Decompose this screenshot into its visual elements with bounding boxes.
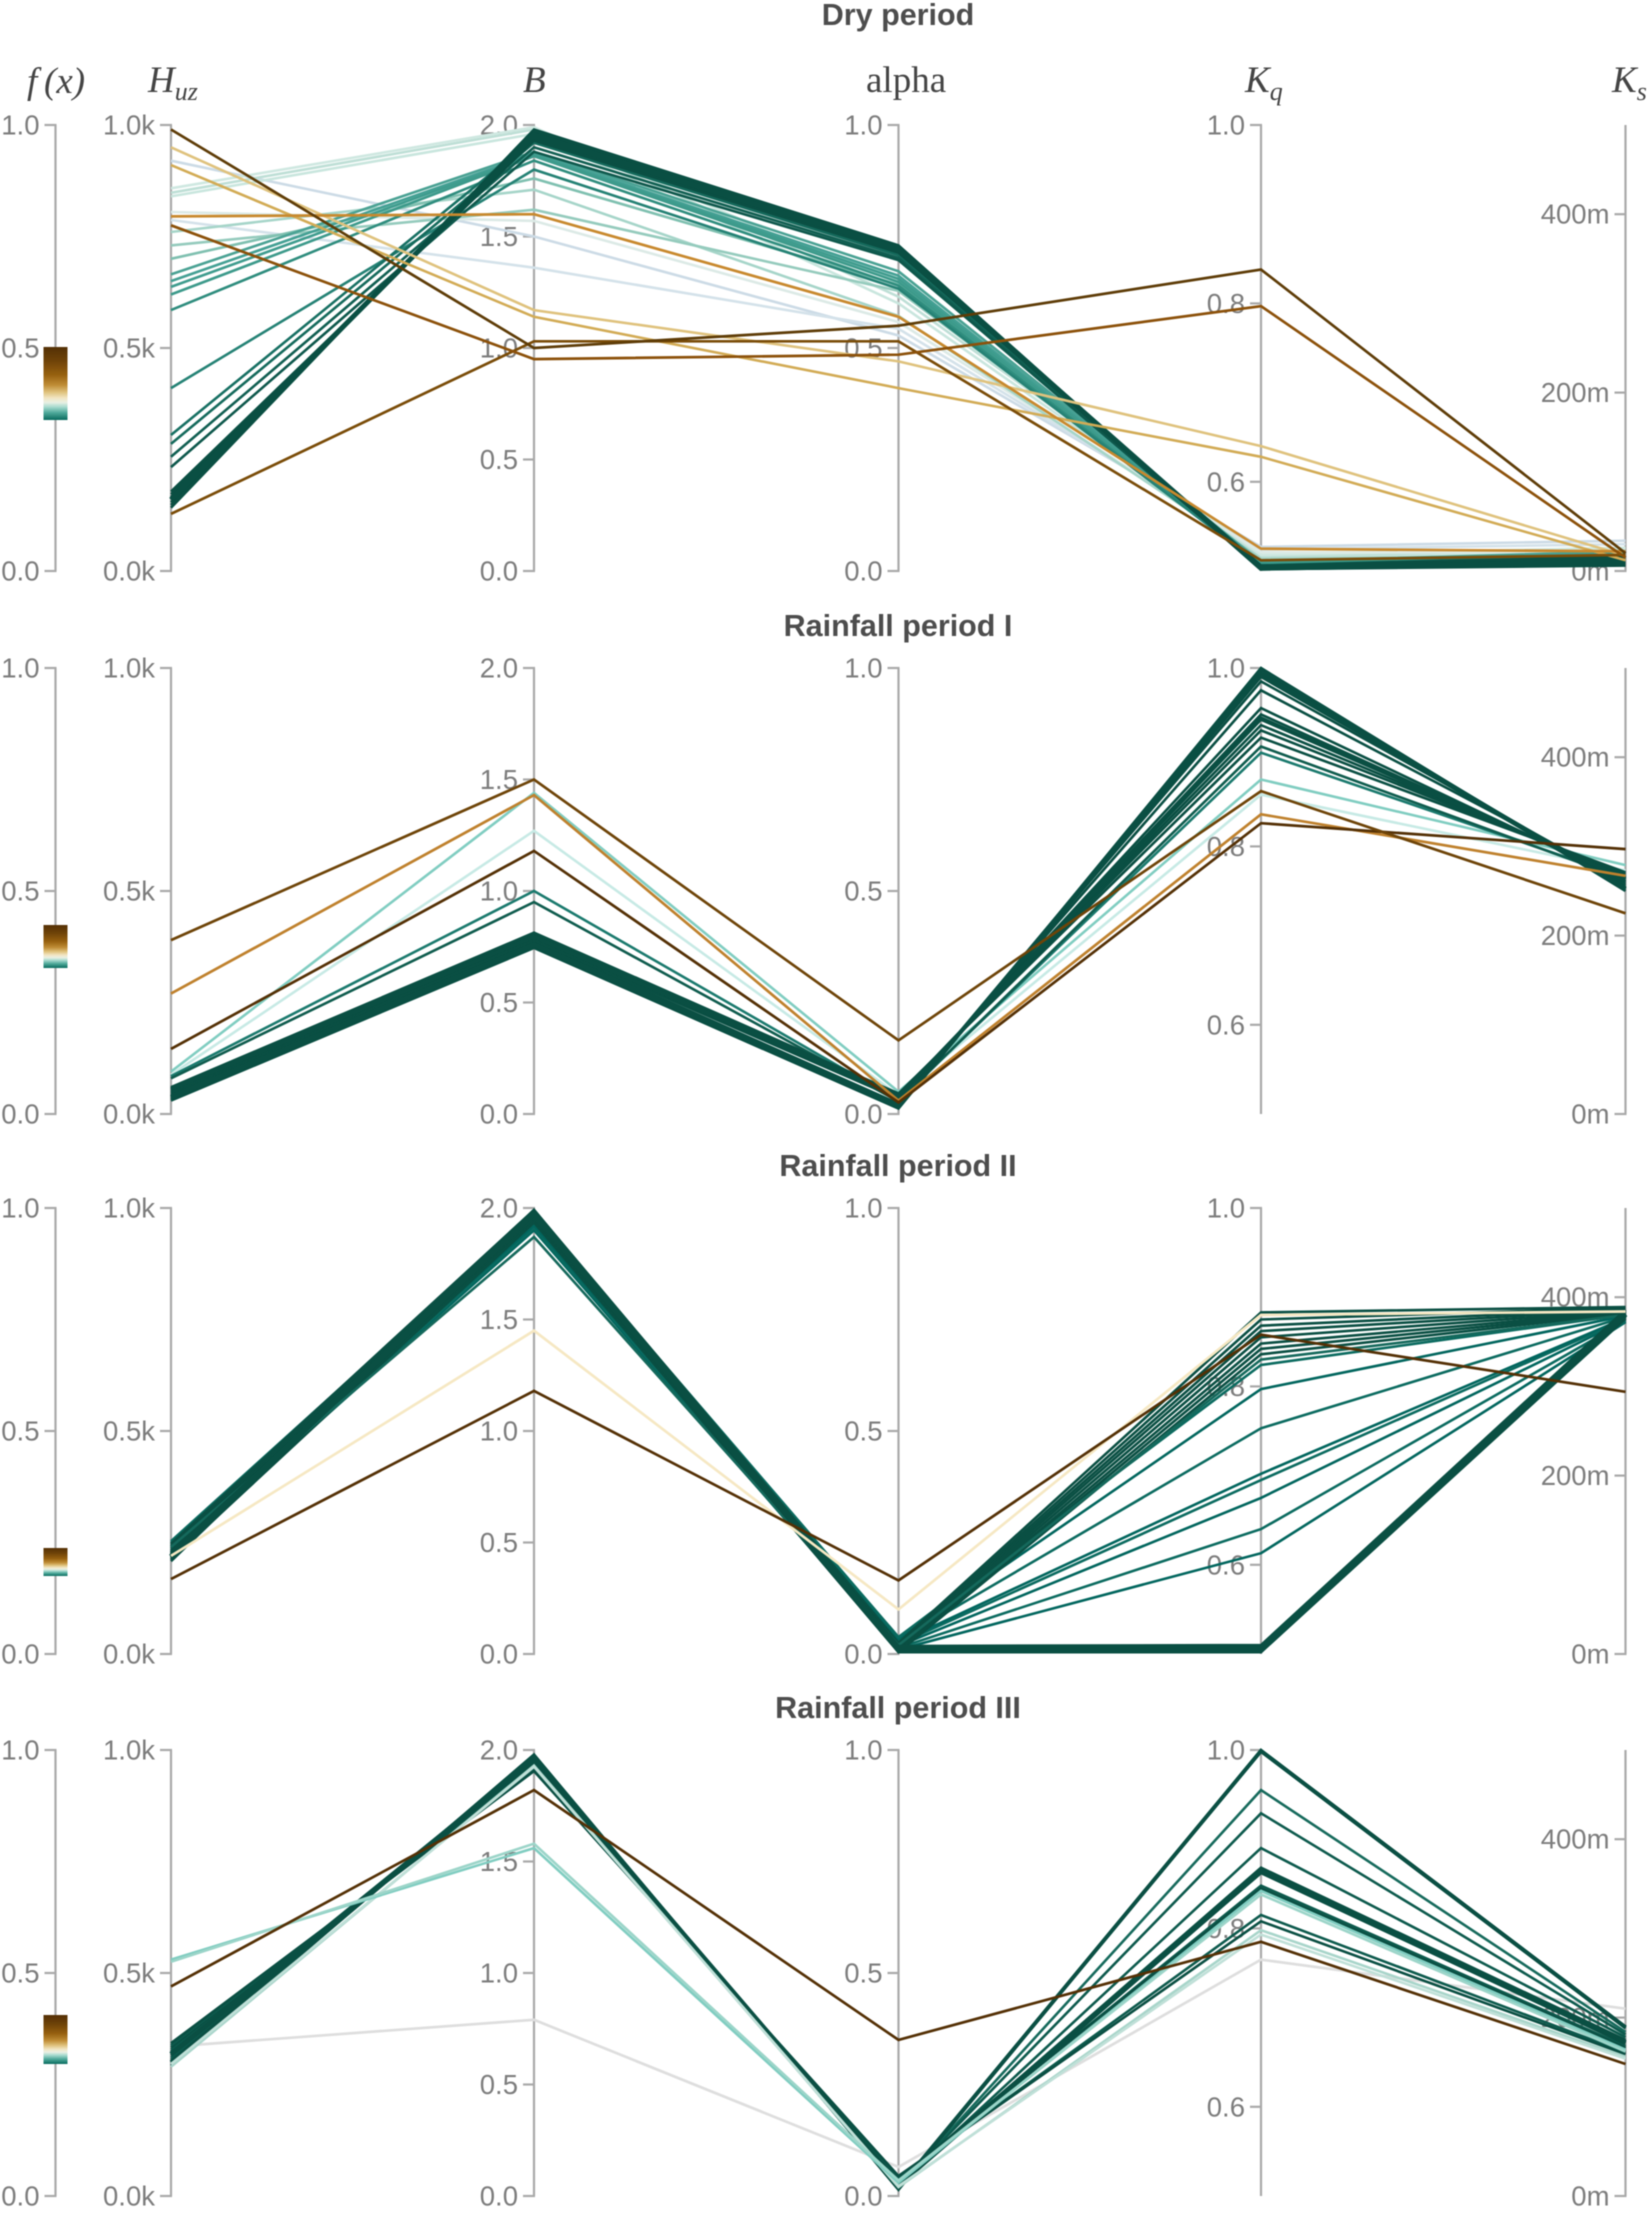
svg-text:1.0: 1.0	[480, 1958, 518, 1989]
svg-text:1.0: 1.0	[1207, 110, 1245, 141]
svg-text:0.0: 0.0	[1, 1639, 39, 1670]
svg-text:1.0k: 1.0k	[103, 1193, 155, 1224]
svg-text:Rainfall period II: Rainfall period II	[779, 1149, 1016, 1183]
svg-text:0.0: 0.0	[480, 1099, 518, 1130]
svg-text:1.0k: 1.0k	[103, 1735, 155, 1766]
svg-text:1.0: 1.0	[1, 1735, 39, 1766]
svg-text:0.5: 0.5	[844, 1958, 882, 1989]
svg-text:400m: 400m	[1541, 199, 1610, 230]
svg-text:0.8: 0.8	[1207, 288, 1245, 319]
svg-text:0.0k: 0.0k	[103, 1639, 155, 1670]
svg-text:B: B	[523, 60, 546, 101]
svg-text:Huz: Huz	[147, 60, 198, 106]
svg-text:0.0: 0.0	[480, 2181, 518, 2212]
svg-text:0.5k: 0.5k	[103, 1416, 155, 1447]
svg-text:0.0: 0.0	[844, 556, 882, 587]
svg-text:Dry period: Dry period	[822, 0, 975, 32]
svg-text:200m: 200m	[1541, 1460, 1610, 1491]
svg-text:2.0: 2.0	[480, 1193, 518, 1224]
svg-text:0m: 0m	[1571, 2181, 1609, 2212]
svg-text:2.0: 2.0	[480, 653, 518, 684]
svg-text:0.0: 0.0	[1, 556, 39, 587]
svg-text:0.5: 0.5	[1, 876, 39, 907]
svg-text:0.6: 0.6	[1207, 1009, 1245, 1040]
svg-text:0.0: 0.0	[844, 2181, 882, 2212]
svg-text:0.5: 0.5	[1, 1416, 39, 1447]
svg-text:0m: 0m	[1571, 1099, 1609, 1130]
svg-text:1.0: 1.0	[1207, 653, 1245, 684]
svg-text:0.5: 0.5	[480, 444, 518, 475]
svg-text:2.0: 2.0	[480, 1735, 518, 1766]
svg-text:0.5k: 0.5k	[103, 876, 155, 907]
svg-text:0.5k: 0.5k	[103, 1958, 155, 1989]
svg-text:0.5: 0.5	[480, 1527, 518, 1558]
svg-text:1.0: 1.0	[1, 653, 39, 684]
svg-text:0m: 0m	[1571, 1639, 1609, 1670]
svg-text:1.0: 1.0	[844, 653, 882, 684]
svg-text:0.0: 0.0	[1, 1099, 39, 1130]
svg-text:0.5k: 0.5k	[103, 333, 155, 364]
svg-text:1.0: 1.0	[844, 1193, 882, 1224]
svg-text:200m: 200m	[1541, 377, 1610, 408]
svg-text:1.0: 1.0	[1, 1193, 39, 1224]
svg-text:1.0: 1.0	[1207, 1735, 1245, 1766]
svg-text:Rainfall period I: Rainfall period I	[784, 609, 1013, 643]
svg-text:400m: 400m	[1541, 1824, 1610, 1855]
svg-text:0.5: 0.5	[480, 987, 518, 1018]
svg-text:1.0: 1.0	[1, 110, 39, 141]
svg-text:400m: 400m	[1541, 742, 1610, 773]
svg-text:0.0k: 0.0k	[103, 556, 155, 587]
svg-text:0.5: 0.5	[844, 876, 882, 907]
svg-text:1.0: 1.0	[844, 1735, 882, 1766]
svg-text:Rainfall period III: Rainfall period III	[775, 1691, 1021, 1725]
svg-text:0.5: 0.5	[1, 1958, 39, 1989]
svg-text:200m: 200m	[1541, 920, 1610, 951]
svg-text:0.6: 0.6	[1207, 2091, 1245, 2122]
svg-text:0.5: 0.5	[1, 333, 39, 364]
svg-text:1.0: 1.0	[844, 110, 882, 141]
svg-text:1.0: 1.0	[480, 1416, 518, 1447]
svg-text:0.0: 0.0	[480, 1639, 518, 1670]
svg-text:0.0: 0.0	[1, 2181, 39, 2212]
svg-text:0.0: 0.0	[844, 1099, 882, 1130]
svg-text:0.5: 0.5	[844, 1416, 882, 1447]
svg-text:1.0: 1.0	[1207, 1193, 1245, 1224]
svg-text:0.5: 0.5	[480, 2069, 518, 2100]
svg-text:0.0: 0.0	[844, 1639, 882, 1670]
svg-text:1.5: 1.5	[480, 1304, 518, 1335]
svg-text:0.0k: 0.0k	[103, 1099, 155, 1130]
svg-text:1.0k: 1.0k	[103, 653, 155, 684]
svg-text:1.0k: 1.0k	[103, 110, 155, 141]
svg-text:alpha: alpha	[866, 60, 946, 101]
svg-text:0.0: 0.0	[480, 556, 518, 587]
svg-text:0.0k: 0.0k	[103, 2181, 155, 2212]
svg-text:(x): (x)	[44, 61, 85, 102]
svg-text:0.6: 0.6	[1207, 466, 1245, 497]
